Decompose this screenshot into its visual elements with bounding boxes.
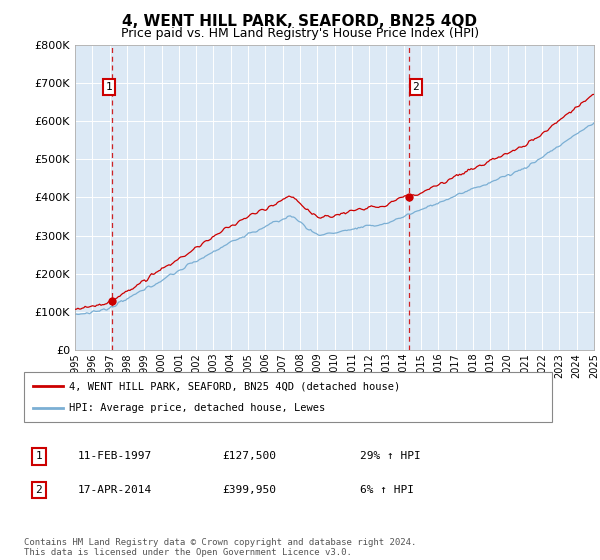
Text: 2: 2: [412, 82, 419, 92]
Text: Price paid vs. HM Land Registry's House Price Index (HPI): Price paid vs. HM Land Registry's House …: [121, 27, 479, 40]
Text: 11-FEB-1997: 11-FEB-1997: [78, 451, 152, 461]
Text: 1: 1: [106, 82, 112, 92]
Text: 6% ↑ HPI: 6% ↑ HPI: [360, 485, 414, 495]
Text: Contains HM Land Registry data © Crown copyright and database right 2024.
This d: Contains HM Land Registry data © Crown c…: [24, 538, 416, 557]
Text: 17-APR-2014: 17-APR-2014: [78, 485, 152, 495]
Text: £127,500: £127,500: [222, 451, 276, 461]
Text: 1: 1: [35, 451, 43, 461]
Text: 2: 2: [35, 485, 43, 495]
Text: £399,950: £399,950: [222, 485, 276, 495]
Text: 4, WENT HILL PARK, SEAFORD, BN25 4QD: 4, WENT HILL PARK, SEAFORD, BN25 4QD: [122, 14, 478, 29]
Text: 4, WENT HILL PARK, SEAFORD, BN25 4QD (detached house): 4, WENT HILL PARK, SEAFORD, BN25 4QD (de…: [69, 381, 400, 391]
Text: 29% ↑ HPI: 29% ↑ HPI: [360, 451, 421, 461]
Text: HPI: Average price, detached house, Lewes: HPI: Average price, detached house, Lewe…: [69, 403, 325, 413]
